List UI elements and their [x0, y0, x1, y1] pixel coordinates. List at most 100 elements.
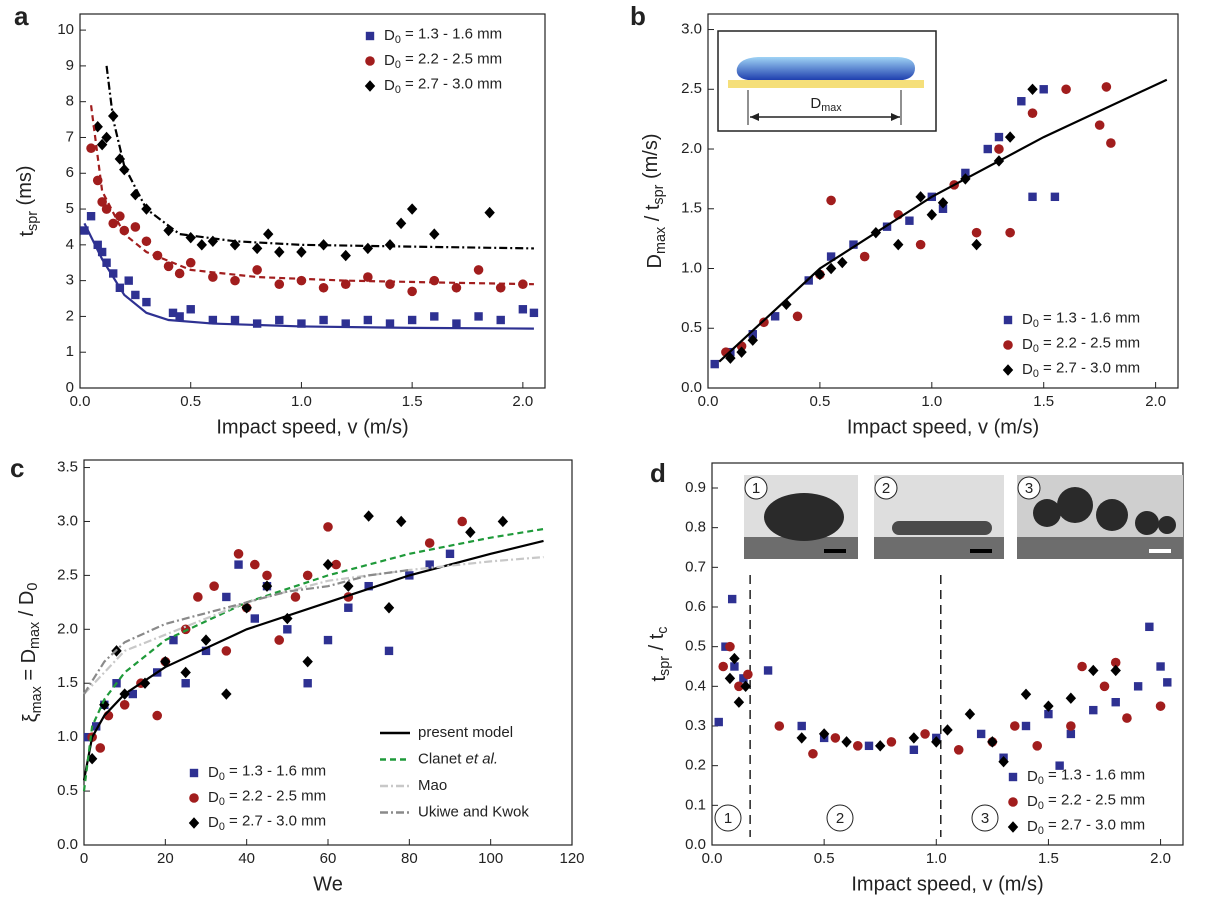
point — [131, 290, 140, 300]
point — [1122, 713, 1132, 723]
point — [964, 708, 976, 720]
point — [1043, 700, 1054, 712]
text-part: 0 — [1038, 800, 1044, 812]
point — [1155, 701, 1166, 711]
x-axis-label: Impact speed, v (m/s) — [847, 416, 1039, 438]
point — [1028, 192, 1037, 202]
text-part: = 2.7 - 3.0 mm — [1039, 359, 1140, 376]
point — [743, 669, 753, 680]
point — [796, 732, 807, 744]
text-part: D — [644, 254, 666, 268]
text-part: D — [208, 789, 219, 806]
point — [1044, 709, 1053, 719]
point — [727, 594, 737, 604]
x-axis-label: We — [313, 873, 343, 895]
point — [108, 218, 119, 229]
x-tick-label: 1.5 — [1038, 850, 1059, 867]
y-tick-label: 0.4 — [685, 677, 706, 694]
point — [252, 319, 262, 328]
substrate — [728, 80, 924, 88]
y-tick-label: 2.0 — [57, 620, 78, 637]
point — [230, 275, 240, 286]
point — [209, 581, 219, 591]
point — [905, 216, 914, 225]
legend-marker — [364, 80, 376, 92]
point — [296, 275, 307, 286]
point — [261, 580, 273, 592]
x-tick-label: 1.0 — [926, 850, 947, 867]
text-part: D — [1022, 311, 1033, 328]
point — [119, 225, 130, 236]
y-tick-label: 1.5 — [57, 674, 78, 691]
point — [763, 666, 773, 675]
panel-label: c — [10, 453, 24, 483]
point — [1094, 120, 1105, 130]
point — [230, 315, 240, 325]
text-part: 0 — [25, 583, 41, 591]
legend-label: D0 = 2.2 - 2.5 mm — [384, 50, 502, 70]
y-tick-label: 9 — [66, 57, 74, 74]
y-tick-label: 2 — [66, 307, 74, 324]
point — [344, 603, 353, 612]
text-part: Mao — [418, 777, 447, 794]
y-tick-label: 0.9 — [685, 479, 706, 496]
point — [1111, 697, 1120, 707]
point — [221, 646, 232, 656]
point — [893, 238, 904, 251]
point — [1088, 664, 1099, 677]
point — [234, 560, 243, 569]
region-circle — [826, 804, 854, 832]
photo-floor — [874, 537, 1004, 559]
text-part: 0 — [1033, 368, 1039, 380]
point — [163, 261, 174, 272]
y-tick-label: 0.2 — [685, 757, 706, 774]
point — [383, 602, 395, 614]
model-line — [82, 539, 544, 781]
text-part: 0 — [1033, 343, 1039, 355]
legend-label: D0 = 2.7 - 3.0 mm — [208, 812, 326, 832]
text-part: = 2.7 - 3.0 mm — [225, 812, 326, 829]
region-label: 2 — [836, 810, 844, 827]
photo-drop — [1057, 487, 1093, 523]
legend-label: D0 = 2.2 - 2.5 mm — [1027, 791, 1145, 811]
point — [196, 239, 207, 251]
point — [99, 699, 110, 711]
point — [303, 679, 312, 688]
legend-label: Ukiwe and Kwok — [418, 803, 529, 820]
x-tick-label: 0.5 — [180, 393, 201, 410]
point — [770, 312, 780, 321]
point — [363, 315, 373, 325]
point — [1066, 721, 1076, 731]
y-axis-label: ξmax = Dmax / D0 — [16, 583, 44, 723]
point — [340, 249, 351, 262]
legend-marker — [188, 817, 200, 829]
point — [942, 724, 953, 736]
point — [452, 319, 461, 328]
point — [1004, 131, 1016, 143]
inset-label: 2 — [882, 480, 890, 497]
point — [250, 559, 260, 570]
point — [142, 297, 151, 307]
model-line — [83, 222, 534, 330]
point — [994, 132, 1004, 142]
x-tick-label: 0.5 — [809, 393, 830, 410]
point — [496, 315, 505, 325]
point — [141, 236, 152, 247]
y-tick-label: 0.0 — [681, 379, 702, 396]
point — [343, 580, 354, 592]
point — [740, 680, 751, 693]
point — [407, 286, 417, 297]
point — [323, 522, 333, 532]
legend-label: D0 = 2.7 - 3.0 mm — [384, 75, 502, 95]
point — [1110, 664, 1121, 677]
point — [837, 256, 848, 269]
point — [987, 736, 998, 748]
point — [1163, 678, 1172, 687]
inset-label: 3 — [1025, 480, 1033, 497]
point — [241, 602, 252, 614]
point — [102, 258, 111, 267]
point — [730, 662, 739, 671]
point — [109, 269, 118, 278]
x-tick-label: 60 — [320, 850, 337, 867]
